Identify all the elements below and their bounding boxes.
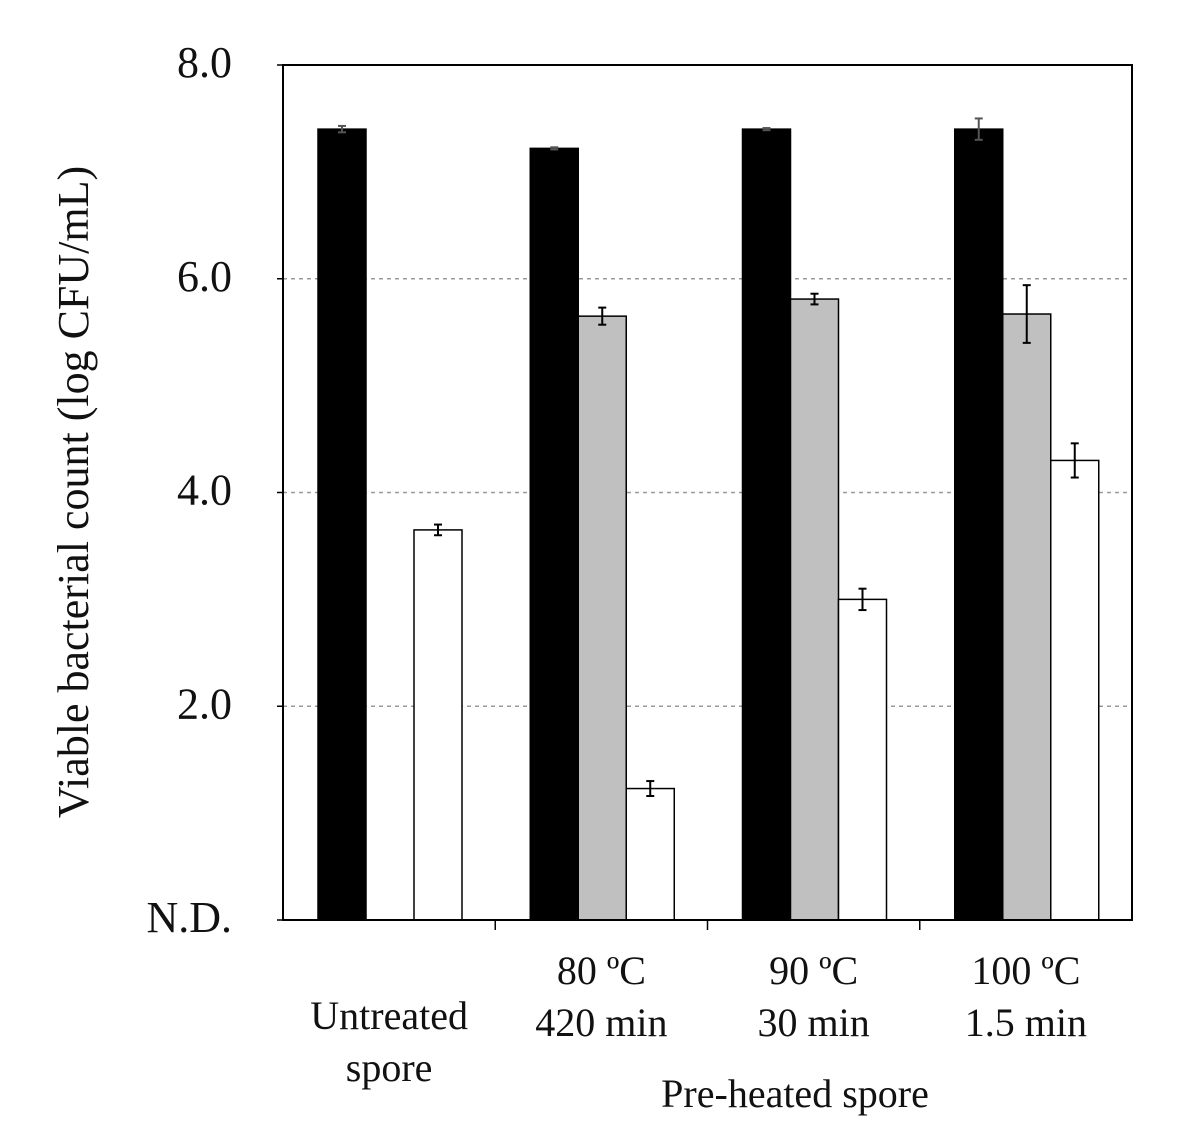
x-tick-label: 100 ºC bbox=[971, 948, 1080, 993]
error-bar bbox=[338, 124, 346, 134]
error-bar bbox=[598, 306, 607, 326]
x-tick-label: Untreated bbox=[310, 993, 468, 1038]
bar bbox=[529, 147, 579, 921]
x-tick-label: 420 min bbox=[535, 1000, 667, 1045]
error-bar bbox=[1070, 442, 1079, 479]
bar bbox=[1002, 313, 1052, 921]
bar bbox=[741, 128, 792, 921]
bar bbox=[954, 128, 1004, 921]
error-bar bbox=[550, 146, 559, 151]
bar bbox=[625, 787, 675, 921]
x-tick-label: 90 ºC bbox=[769, 948, 858, 993]
bar bbox=[789, 298, 840, 921]
y-tick-label: 6.0 bbox=[177, 252, 232, 301]
group-label: Pre-heated spore bbox=[661, 1071, 929, 1116]
y-tick-label: 4.0 bbox=[177, 466, 232, 515]
error-bar bbox=[646, 780, 655, 798]
plot-frame bbox=[282, 64, 1133, 921]
bar bbox=[1050, 459, 1100, 921]
x-tick-label: 1.5 min bbox=[965, 1000, 1087, 1045]
error-bar bbox=[1022, 284, 1031, 344]
x-tick-label: 30 min bbox=[758, 1000, 870, 1045]
y-tick-label: 8.0 bbox=[177, 38, 232, 87]
bar bbox=[577, 315, 627, 921]
bar bbox=[413, 529, 463, 921]
error-bar bbox=[810, 292, 819, 306]
y-tick-label: N.D. bbox=[146, 893, 232, 942]
bar bbox=[317, 128, 367, 921]
bar bbox=[837, 598, 888, 921]
x-tick-label: spore bbox=[346, 1045, 433, 1090]
x-tick-label: 80 ºC bbox=[557, 948, 646, 993]
y-axis-label: Viable bacterial count (log CFU/mL) bbox=[49, 166, 98, 818]
error-bar bbox=[434, 523, 442, 537]
error-bar bbox=[858, 587, 867, 612]
error-bar bbox=[762, 127, 771, 132]
error-bar bbox=[974, 117, 983, 141]
y-tick-label: 2.0 bbox=[177, 679, 232, 728]
